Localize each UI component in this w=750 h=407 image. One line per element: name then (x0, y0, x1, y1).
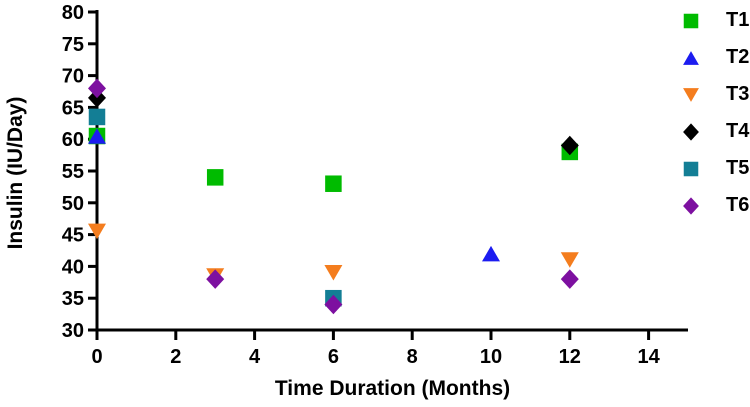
data-point (560, 135, 579, 156)
legend-label: T3 (726, 83, 750, 105)
series-T3 (88, 223, 579, 284)
x-tick-label: 10 (480, 346, 502, 368)
x-tick-label: 8 (407, 346, 418, 368)
y-tick-label: 55 (62, 161, 84, 183)
y-tick-label: 50 (62, 193, 84, 215)
y-tick-label: 45 (62, 225, 84, 247)
series-T4 (88, 88, 579, 156)
legend-marker-triangle-up-icon (683, 50, 699, 65)
legend-marker-square-icon (683, 161, 699, 176)
x-tick-label: 4 (249, 346, 261, 368)
x-axis-title: Time Duration (Months) (274, 377, 511, 400)
y-tick-label: 30 (62, 320, 84, 342)
data-point (683, 50, 699, 65)
data-point (683, 196, 699, 215)
data-point (88, 128, 106, 144)
legend-item-T5: T5 (682, 150, 749, 187)
legend-item-T2: T2 (682, 39, 749, 76)
data-point (683, 13, 699, 28)
x-tick-label: 0 (91, 346, 102, 368)
data-point (560, 252, 579, 268)
x-tick-label: 2 (170, 346, 181, 368)
y-tick-label: 75 (62, 34, 84, 56)
y-tick-label: 65 (62, 97, 84, 119)
legend-item-T1: T1 (682, 2, 749, 39)
tick-labels: 0 2 4 6 8 10 12 14 30 35 40 45 50 55 60 65 70 75 80 (62, 2, 661, 368)
x-tick-label: 14 (637, 346, 660, 368)
legend-item-T4: T4 (682, 113, 749, 150)
y-tick-label: 60 (62, 129, 84, 151)
series-T6 (88, 78, 579, 315)
y-tick-label: 35 (62, 288, 84, 310)
legend-marker-square-icon (683, 13, 699, 28)
legend: T1 T2 T3 T4 T5 T6 (682, 2, 749, 224)
x-tick-label: 6 (328, 346, 339, 368)
x-tick-label: 12 (559, 346, 581, 368)
data-point (206, 169, 224, 186)
series-T2 (88, 128, 500, 262)
y-tick-label: 80 (62, 2, 84, 24)
legend-marker-diamond-icon (683, 196, 699, 215)
legend-label: T2 (726, 46, 750, 68)
y-tick-label: 40 (62, 256, 84, 278)
y-axis-title: Insulin (IU/Day) (4, 96, 27, 250)
legend-item-T6: T6 (682, 187, 749, 224)
y-tick-label: 70 (62, 66, 84, 88)
tick-marks (88, 10, 651, 340)
legend-label: T6 (726, 194, 750, 216)
data-point (482, 245, 500, 262)
legend-label: T4 (726, 120, 750, 142)
axes (95, 10, 688, 332)
series-T1 (88, 127, 579, 192)
data-point (560, 269, 579, 289)
data-point (324, 265, 343, 281)
data-point (88, 223, 106, 240)
legend-item-T3: T3 (682, 76, 749, 113)
data-point (88, 108, 106, 126)
legend-label: T5 (726, 157, 750, 179)
data-point (88, 78, 106, 99)
data-point (325, 175, 342, 192)
legend-marker-diamond-icon (683, 122, 699, 141)
data-point (206, 269, 225, 289)
data-point (324, 294, 343, 315)
data-point (683, 161, 699, 176)
data-point (683, 122, 699, 141)
legend-label: T1 (726, 9, 750, 31)
data-point (683, 87, 699, 102)
legend-marker-triangle-down-icon (683, 87, 699, 102)
